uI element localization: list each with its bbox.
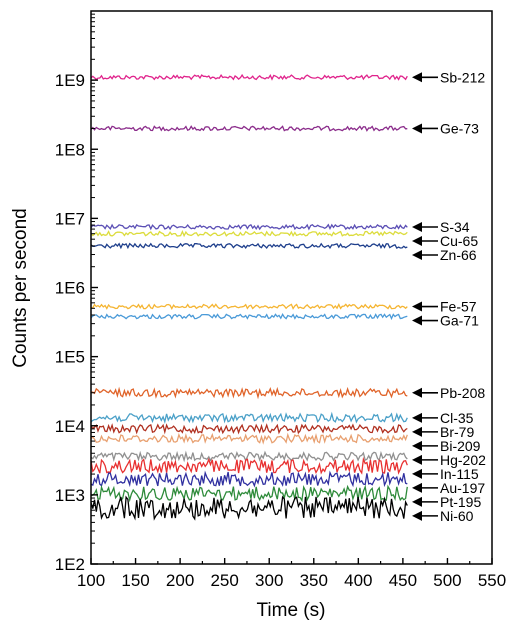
- series-label-in-115: In-115: [440, 466, 479, 482]
- series-line-hg-202: [90, 450, 408, 463]
- y-tick-label: 1E7: [55, 209, 85, 228]
- series-line-fe-57: [91, 302, 408, 311]
- label-arrowhead-ge-73: [412, 123, 422, 134]
- series-line-in-115: [90, 456, 408, 475]
- series-label-zn-66: Zn-66: [440, 247, 477, 263]
- x-axis-label: Time (s): [257, 600, 326, 621]
- plot-frame: [90, 10, 493, 565]
- arrow-layer: [412, 72, 438, 521]
- series-line-au-197: [90, 470, 408, 488]
- series-layer: [90, 73, 408, 521]
- label-arrowhead-in-115: [412, 468, 422, 479]
- y-tick-label: 1E2: [55, 555, 85, 574]
- x-tick-label: 450: [389, 571, 417, 590]
- series-line-zn-66: [90, 242, 408, 250]
- label-arrowhead-br-79: [412, 426, 422, 437]
- x-tick-label: 200: [166, 571, 194, 590]
- x-tick-label: 400: [344, 571, 372, 590]
- series-label-bi-209: Bi-209: [440, 438, 481, 454]
- series-label-s-34: S-34: [440, 219, 470, 235]
- series-line-cu-65: [90, 229, 408, 238]
- x-tick-layer: 100 150 200 250 300 350 400 450 500 550: [77, 558, 506, 590]
- series-line-ga-71: [90, 313, 408, 321]
- x-tick-label: 250: [210, 571, 238, 590]
- series-label-au-197: Au-197: [440, 480, 485, 496]
- y-tick-label: 1E8: [55, 140, 85, 159]
- series-line-pt-195: [90, 484, 408, 503]
- series-line-cl-35: [90, 411, 408, 425]
- series-line-ni-60: [90, 495, 408, 521]
- series-label-cu-65: Cu-65: [440, 233, 478, 249]
- series-line-br-79: [90, 423, 408, 435]
- series-line-pb-208: [90, 386, 408, 400]
- label-arrowhead-cu-65: [412, 236, 422, 247]
- label-arrowhead-sb-212: [412, 72, 422, 83]
- y-tick-layer: 1E2 1E3 1E4 1E5 1E6 1E7 1E8 1E9: [55, 13, 98, 574]
- y-tick-label: 1E9: [55, 71, 85, 90]
- label-arrowhead-bi-209: [412, 440, 422, 451]
- label-arrowhead-cl-35: [412, 412, 422, 423]
- series-label-br-79: Br-79: [440, 424, 474, 440]
- series-label-fe-57: Fe-57: [440, 299, 477, 315]
- x-tick-label: 300: [255, 571, 283, 590]
- series-line-s-34: [90, 223, 408, 231]
- x-tick-label: 500: [433, 571, 461, 590]
- label-arrowhead-zn-66: [412, 250, 422, 261]
- label-arrowhead-pt-195: [412, 496, 422, 507]
- x-tick-label: 150: [121, 571, 149, 590]
- label-arrowhead-ni-60: [412, 510, 422, 521]
- y-tick-label: 1E5: [55, 348, 85, 367]
- series-label-hg-202: Hg-202: [440, 452, 486, 468]
- series-label-cl-35: Cl-35: [440, 410, 474, 426]
- y-tick-label: 1E6: [55, 279, 85, 298]
- series-label-ge-73: Ge-73: [440, 120, 479, 136]
- series-label-sb-212: Sb-212: [440, 69, 485, 85]
- x-tick-label: 100: [77, 571, 105, 590]
- series-label-pt-195: Pt-195: [440, 494, 481, 510]
- series-line-ge-73: [90, 125, 408, 132]
- label-arrowhead-au-197: [412, 482, 422, 493]
- label-arrowhead-fe-57: [412, 301, 422, 312]
- series-label-ga-71: Ga-71: [440, 313, 479, 329]
- series-line-sb-212: [90, 73, 408, 81]
- y-tick-label: 1E4: [55, 417, 85, 436]
- x-tick-label: 350: [300, 571, 328, 590]
- y-tick-label: 1E3: [55, 486, 85, 505]
- series-label-pb-208: Pb-208: [440, 385, 485, 401]
- label-arrowhead-ga-71: [412, 315, 422, 326]
- x-tick-label: 550: [478, 571, 506, 590]
- label-arrowhead-pb-208: [412, 387, 422, 398]
- label-arrowhead-hg-202: [412, 454, 422, 465]
- series-label-ni-60: Ni-60: [440, 508, 474, 524]
- label-arrowhead-s-34: [412, 222, 422, 233]
- y-axis-label: Counts per second: [10, 208, 31, 368]
- series-line-bi-209: [90, 432, 408, 445]
